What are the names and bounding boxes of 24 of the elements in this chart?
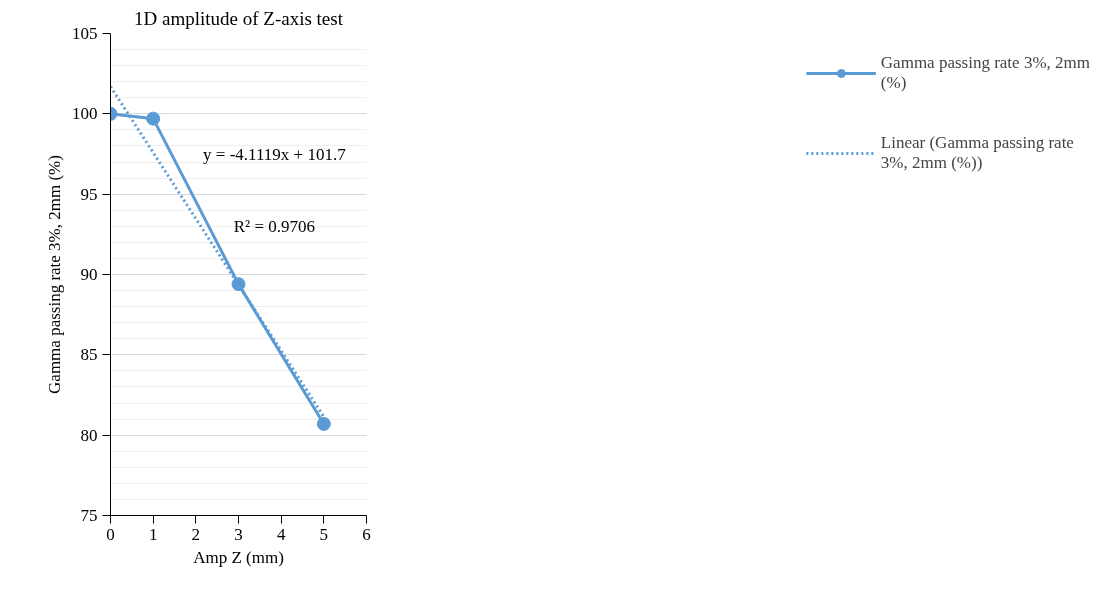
x-axis-title: Amp Z (mm)	[193, 547, 284, 567]
legend-label: Linear (Gamma passing rate 3%, 2mm (%))	[880, 132, 1074, 174]
x-tick-label: 4	[276, 524, 286, 544]
y-tick-label: 95	[80, 184, 98, 204]
annotation: y = -4.1119x + 101.7	[203, 144, 347, 164]
y-tick-label: 85	[80, 345, 98, 365]
legend-label: Gamma passing rate 3%, 2mm (%)	[880, 52, 1090, 94]
y-tick-label: 80	[80, 425, 98, 445]
x-tick-label: 2	[191, 524, 201, 544]
y-axis-title: Gamma passing rate 3%, 2mm (%)	[45, 155, 64, 394]
y-tick-label: 105	[72, 24, 98, 43]
y-tick-label: 100	[72, 104, 98, 124]
x-tick-label: 1	[148, 524, 158, 544]
y-tick-label: 75	[80, 506, 98, 525]
x-tick-label: 3	[234, 524, 243, 544]
x-tick-label: 6	[362, 524, 371, 544]
chart-title: 1D amplitude of Z-axis test	[134, 7, 344, 29]
point	[231, 277, 246, 292]
y-tick-label: 90	[80, 265, 98, 284]
x-tick-label: 0	[106, 524, 115, 544]
point	[316, 416, 331, 431]
point	[146, 111, 161, 126]
annotation: R² = 0.9706	[233, 216, 315, 236]
x-tick-label: 5	[319, 524, 329, 544]
